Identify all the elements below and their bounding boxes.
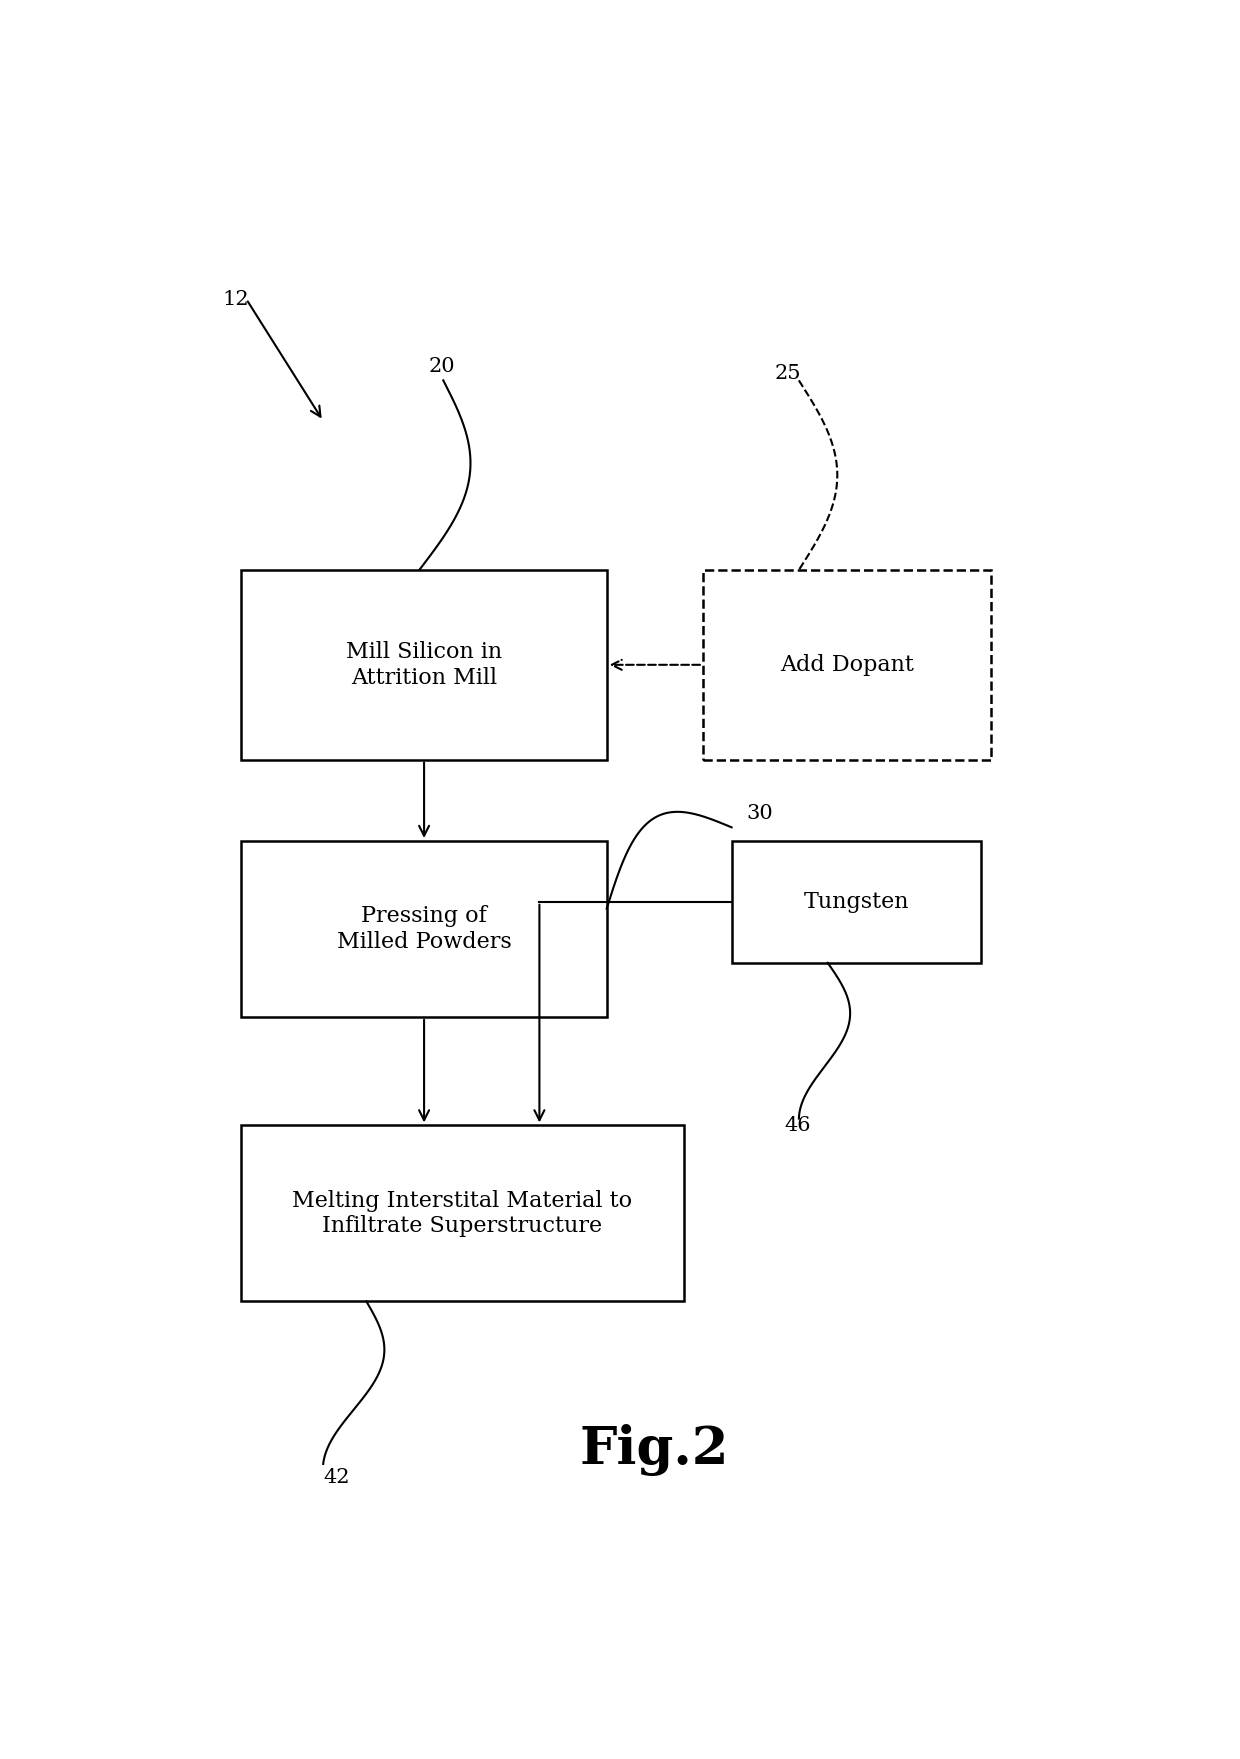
Bar [242, 841, 606, 1017]
Text: Melting Interstital Material to
Infiltrate Superstructure: Melting Interstital Material to Infiltra… [293, 1189, 632, 1237]
Bar [242, 1126, 683, 1302]
Text: Tungsten: Tungsten [804, 890, 909, 913]
Bar [732, 841, 982, 962]
Text: Fig.2: Fig.2 [580, 1425, 729, 1476]
Bar [703, 570, 991, 760]
Text: 20: 20 [429, 357, 455, 376]
Bar [242, 570, 606, 760]
Text: 30: 30 [746, 804, 773, 823]
Text: Mill Silicon in
Attrition Mill: Mill Silicon in Attrition Mill [346, 640, 502, 688]
Text: 12: 12 [222, 290, 249, 308]
Text: 25: 25 [775, 364, 801, 383]
Text: Add Dopant: Add Dopant [780, 654, 914, 675]
Text: 42: 42 [324, 1469, 350, 1486]
Text: 46: 46 [785, 1115, 811, 1135]
Text: Pressing of
Milled Powders: Pressing of Milled Powders [337, 906, 511, 953]
